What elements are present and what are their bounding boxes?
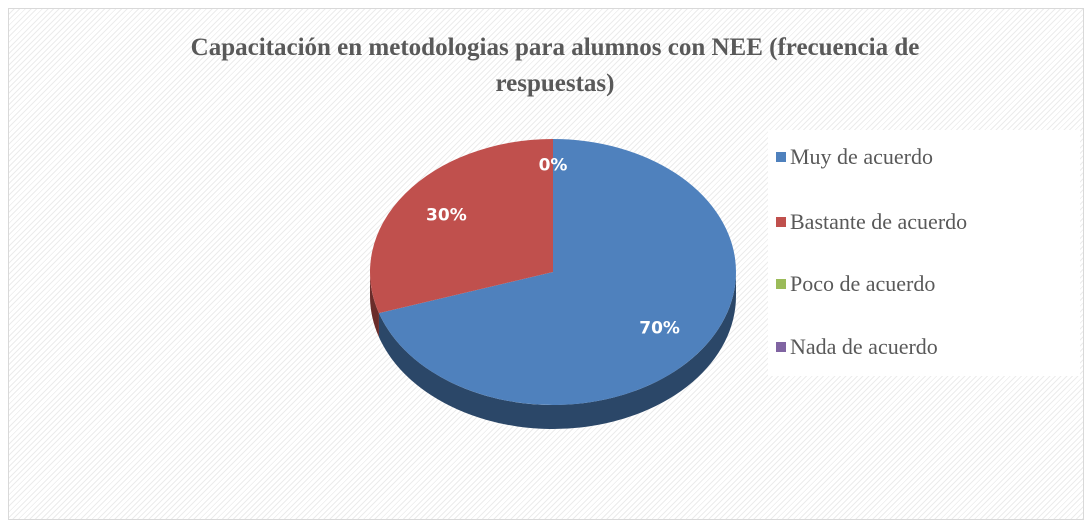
data-label: 30%: [426, 206, 467, 226]
slice-side: [378, 272, 736, 429]
legend-swatch: [776, 151, 786, 162]
data-label: 0%: [539, 156, 568, 176]
legend-swatch: [776, 216, 786, 227]
legend-label: Bastante de acuerdo: [790, 209, 968, 234]
legend-label: Muy de acuerdo: [790, 144, 933, 169]
legend-item: Muy de acuerdo: [776, 144, 933, 170]
slice: [378, 139, 736, 405]
legend-swatch: [776, 341, 786, 352]
legend-item: Bastante de acuerdo: [776, 209, 967, 235]
chart-title: Capacitación en metodologias para alumno…: [190, 34, 920, 97]
legend-label: Nada de acuerdo: [790, 334, 938, 359]
legend-swatch: [776, 278, 786, 289]
legend-item: Nada de acuerdo: [776, 334, 938, 360]
legend: Muy de acuerdo Bastante de acuerdo Poco de…: [768, 130, 1080, 376]
legend-label: Poco de acuerdo: [790, 271, 936, 296]
data-label: 70%: [639, 318, 680, 338]
slice: [370, 139, 553, 314]
slice-side: [370, 272, 379, 338]
legend-item: Poco de acuerdo: [776, 271, 935, 297]
